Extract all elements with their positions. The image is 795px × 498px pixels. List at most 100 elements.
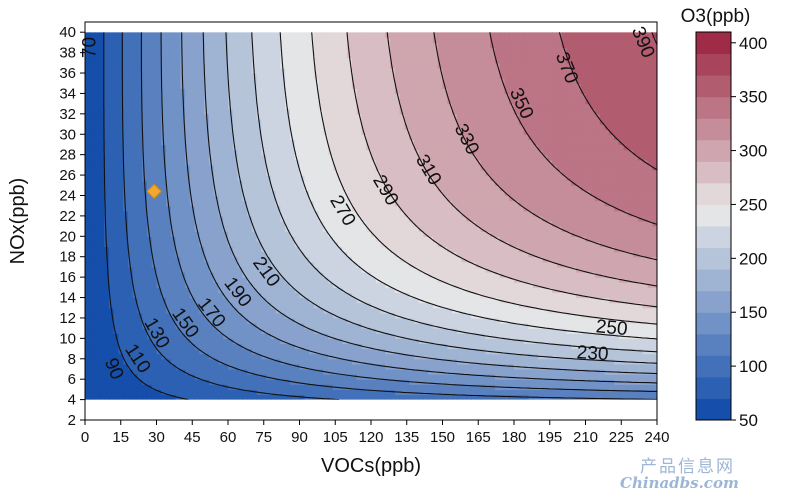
contour-cell: [404, 200, 410, 207]
contour-cell: [385, 358, 391, 365]
contour-cell: [404, 139, 410, 146]
contour-cell: [242, 379, 248, 385]
contour-cell: [113, 185, 119, 191]
contour-cell: [104, 221, 110, 227]
contour-cell: [337, 384, 343, 390]
contour-cell: [185, 287, 191, 294]
contour-cell: [347, 374, 353, 380]
contour-cell: [304, 231, 310, 237]
contour-cell: [361, 328, 367, 334]
contour-cell: [332, 261, 339, 268]
contour-cell: [351, 32, 358, 38]
contour-cell: [251, 57, 258, 64]
contour-cell: [170, 175, 177, 181]
contour-cell: [251, 210, 258, 217]
contour-cell: [94, 343, 100, 350]
contour-cell: [142, 175, 148, 181]
contour-cell: [275, 42, 282, 49]
contour-cell: [89, 73, 96, 79]
contour-cell: [204, 159, 210, 166]
contour-cell: [89, 266, 96, 273]
contour-cell: [99, 231, 105, 237]
contour-cell: [347, 226, 353, 232]
contour-cell: [185, 78, 191, 84]
contour-cell: [199, 272, 205, 278]
contour-cell: [166, 129, 172, 135]
contour-cell: [270, 88, 277, 95]
contour-cell: [137, 164, 143, 171]
contour-cell: [170, 246, 177, 253]
contour-cell: [180, 379, 186, 385]
contour-cell: [304, 348, 310, 355]
contour-cell: [394, 368, 401, 375]
contour-cell: [342, 200, 348, 207]
contour-cell: [280, 348, 286, 355]
contour-cell: [261, 134, 267, 140]
contour-cell: [351, 129, 358, 135]
contour-cell: [118, 297, 124, 304]
contour-cell: [118, 98, 124, 105]
contour-cell: [351, 363, 358, 370]
contour-cell: [94, 83, 100, 89]
contour-cell: [142, 251, 148, 258]
contour-cell: [232, 83, 239, 89]
contour-cell: [170, 251, 177, 258]
contour-cell: [104, 358, 110, 365]
contour-cell: [409, 374, 415, 380]
contour-cell: [175, 113, 181, 120]
contour-cell: [356, 200, 363, 207]
contour-cell: [285, 88, 291, 95]
contour-cell: [318, 317, 324, 324]
contour-cell: [94, 210, 100, 217]
contour-cell: [185, 389, 191, 396]
contour-cell: [390, 88, 396, 95]
contour-cell: [251, 129, 258, 135]
contour-cell: [356, 195, 363, 202]
contour-cell: [194, 328, 200, 334]
contour-cell: [113, 221, 119, 227]
contour-cell: [185, 144, 191, 151]
contour-cell: [127, 195, 134, 202]
contour-cell: [199, 231, 205, 237]
contour-cell: [132, 103, 139, 110]
contour-cell: [385, 261, 391, 268]
contour-cell: [347, 83, 353, 89]
contour-cell: [323, 93, 329, 100]
contour-cell: [137, 307, 143, 314]
contour-cell: [170, 52, 177, 59]
contour-cell: [180, 175, 186, 181]
contour-cell: [280, 190, 286, 197]
contour-cell: [137, 353, 143, 360]
contour-cell: [127, 185, 134, 191]
contour-cell: [170, 180, 177, 186]
contour-cell: [104, 317, 110, 324]
contour-cell: [94, 272, 100, 278]
contour-cell: [361, 333, 367, 339]
contour-cell: [399, 169, 405, 176]
contour-cell: [394, 180, 401, 186]
contour-cell: [289, 241, 296, 248]
contour-cell: [99, 384, 105, 390]
contour-cell: [351, 389, 358, 396]
contour-cell: [299, 52, 305, 59]
contour-cell: [237, 317, 243, 324]
contour-cell: [275, 236, 282, 243]
contour-cell: [94, 113, 100, 120]
contour-cell: [204, 374, 210, 380]
contour-cell: [132, 221, 139, 227]
contour-cell: [223, 266, 229, 273]
contour-cell: [113, 302, 119, 309]
contour-cell: [390, 139, 396, 146]
contour-cell: [366, 363, 372, 370]
contour-cell: [328, 246, 334, 253]
contour-cell: [228, 358, 234, 365]
contour-cell: [94, 241, 100, 248]
contour-cell: [294, 149, 301, 156]
contour-cell: [289, 52, 296, 59]
contour-cell: [309, 37, 315, 44]
contour-cell: [351, 144, 358, 151]
contour-cell: [108, 47, 115, 54]
contour-cell: [213, 78, 220, 84]
contour-cell: [361, 379, 367, 385]
contour-cell: [108, 384, 115, 390]
